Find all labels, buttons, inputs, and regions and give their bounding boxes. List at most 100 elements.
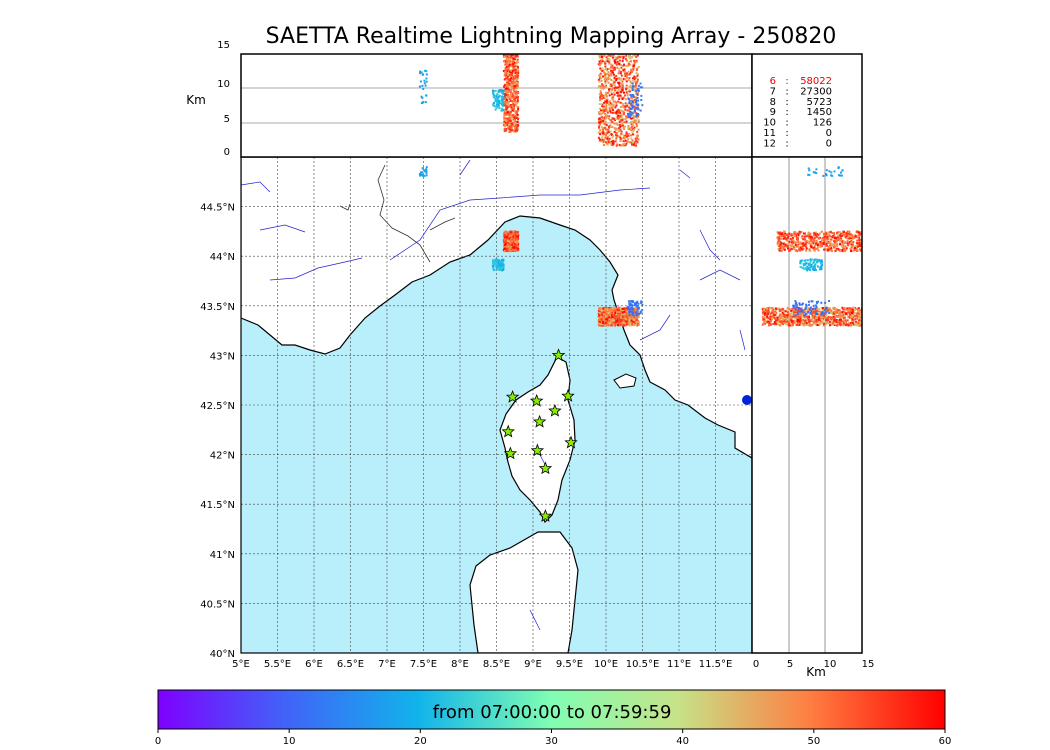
lightning-point [825, 245, 828, 248]
lightning-point [864, 316, 866, 318]
lightning-point [512, 79, 515, 82]
lightning-point [790, 313, 793, 316]
lightning-point [628, 319, 631, 322]
lightning-point [641, 104, 644, 107]
lightning-point [843, 322, 846, 325]
lightning-point [598, 117, 601, 120]
lightning-point [863, 248, 865, 250]
lightning-point [823, 240, 826, 243]
lightning-point [839, 243, 842, 246]
lightning-point [633, 323, 636, 326]
lightning-point [611, 56, 614, 59]
lightning-point [628, 61, 631, 64]
lightning-point [829, 317, 832, 320]
lightning-point [511, 82, 514, 85]
lightning-point [635, 304, 638, 307]
lightning-point [509, 74, 512, 77]
lightning-point [809, 262, 812, 265]
lightning-point [598, 80, 601, 83]
lightning-point [598, 112, 601, 115]
lightning-point [837, 311, 840, 314]
lightning-point [820, 259, 823, 262]
lightning-point [508, 90, 511, 93]
lightning-point [625, 87, 628, 90]
lightning-point [516, 241, 519, 244]
lightning-point [509, 119, 512, 122]
lightning-point [503, 74, 506, 77]
lightning-point [619, 323, 622, 326]
lightning-point [513, 247, 516, 250]
lightning-point [820, 239, 823, 242]
lightning-point [509, 73, 512, 76]
lightning-point [612, 309, 615, 312]
lightning-point [850, 309, 853, 312]
lightning-point [788, 234, 791, 237]
lightning-point [852, 316, 855, 319]
lightning-point [603, 144, 606, 147]
lightning-point [617, 94, 620, 97]
lightning-point [770, 317, 773, 320]
lightning-point [852, 241, 855, 244]
lightning-point [606, 310, 609, 313]
lightning-point [629, 60, 632, 63]
lightning-point [635, 69, 638, 72]
lightning-point [788, 250, 791, 253]
lightning-point [835, 240, 838, 243]
lightning-point [819, 318, 822, 321]
lightning-point [515, 96, 518, 99]
lightning-point [778, 236, 781, 239]
lightning-point [794, 249, 797, 252]
lightning-point [513, 58, 516, 61]
lightning-point [508, 55, 511, 58]
lightning-point [849, 315, 852, 318]
lightning-point [860, 249, 862, 252]
lightning-point [631, 130, 634, 133]
lightning-point [773, 310, 776, 313]
lightning-point [765, 320, 768, 323]
lightning-point [628, 99, 631, 102]
lightning-point [602, 312, 605, 315]
lightning-point [780, 237, 783, 240]
lightning-point [506, 238, 509, 241]
lightning-point [817, 315, 820, 318]
lightning-point [507, 93, 510, 96]
lightning-point [858, 319, 861, 322]
lightning-point [507, 65, 510, 68]
lightning-point [637, 138, 640, 141]
lightning-point [509, 124, 512, 127]
lightning-point [767, 317, 770, 320]
lightning-point [624, 118, 627, 121]
lightning-point [635, 97, 638, 100]
lightning-point [613, 320, 616, 323]
lightning-point [604, 318, 607, 321]
lightning-point [630, 85, 633, 88]
lightning-point [802, 242, 805, 245]
lightning-point [628, 76, 631, 79]
lightning-point [636, 87, 639, 90]
lightning-point [801, 259, 804, 262]
lightning-point [634, 144, 637, 147]
lightning-point [803, 309, 806, 312]
lightning-point [507, 68, 510, 71]
lightning-point [832, 243, 835, 246]
lightning-point [770, 312, 773, 315]
lightning-point [615, 58, 618, 61]
lightning-point [831, 243, 834, 246]
lightning-point [624, 317, 627, 320]
lightning-point [786, 233, 789, 236]
lightning-point [493, 104, 496, 107]
lightning-point [605, 104, 608, 107]
lightning-point [606, 101, 609, 104]
lightning-point [514, 76, 517, 79]
lightning-point [617, 81, 620, 84]
lightning-point [864, 320, 866, 322]
lightning-point [811, 323, 814, 326]
border-line [377, 164, 431, 263]
lightning-point [606, 69, 609, 72]
lightning-point [599, 316, 602, 319]
lightning-point [626, 109, 629, 112]
lightning-point [504, 245, 507, 248]
lightning-point [786, 245, 789, 248]
lightning-point [492, 261, 495, 264]
station-count-n: 11 [763, 128, 776, 139]
